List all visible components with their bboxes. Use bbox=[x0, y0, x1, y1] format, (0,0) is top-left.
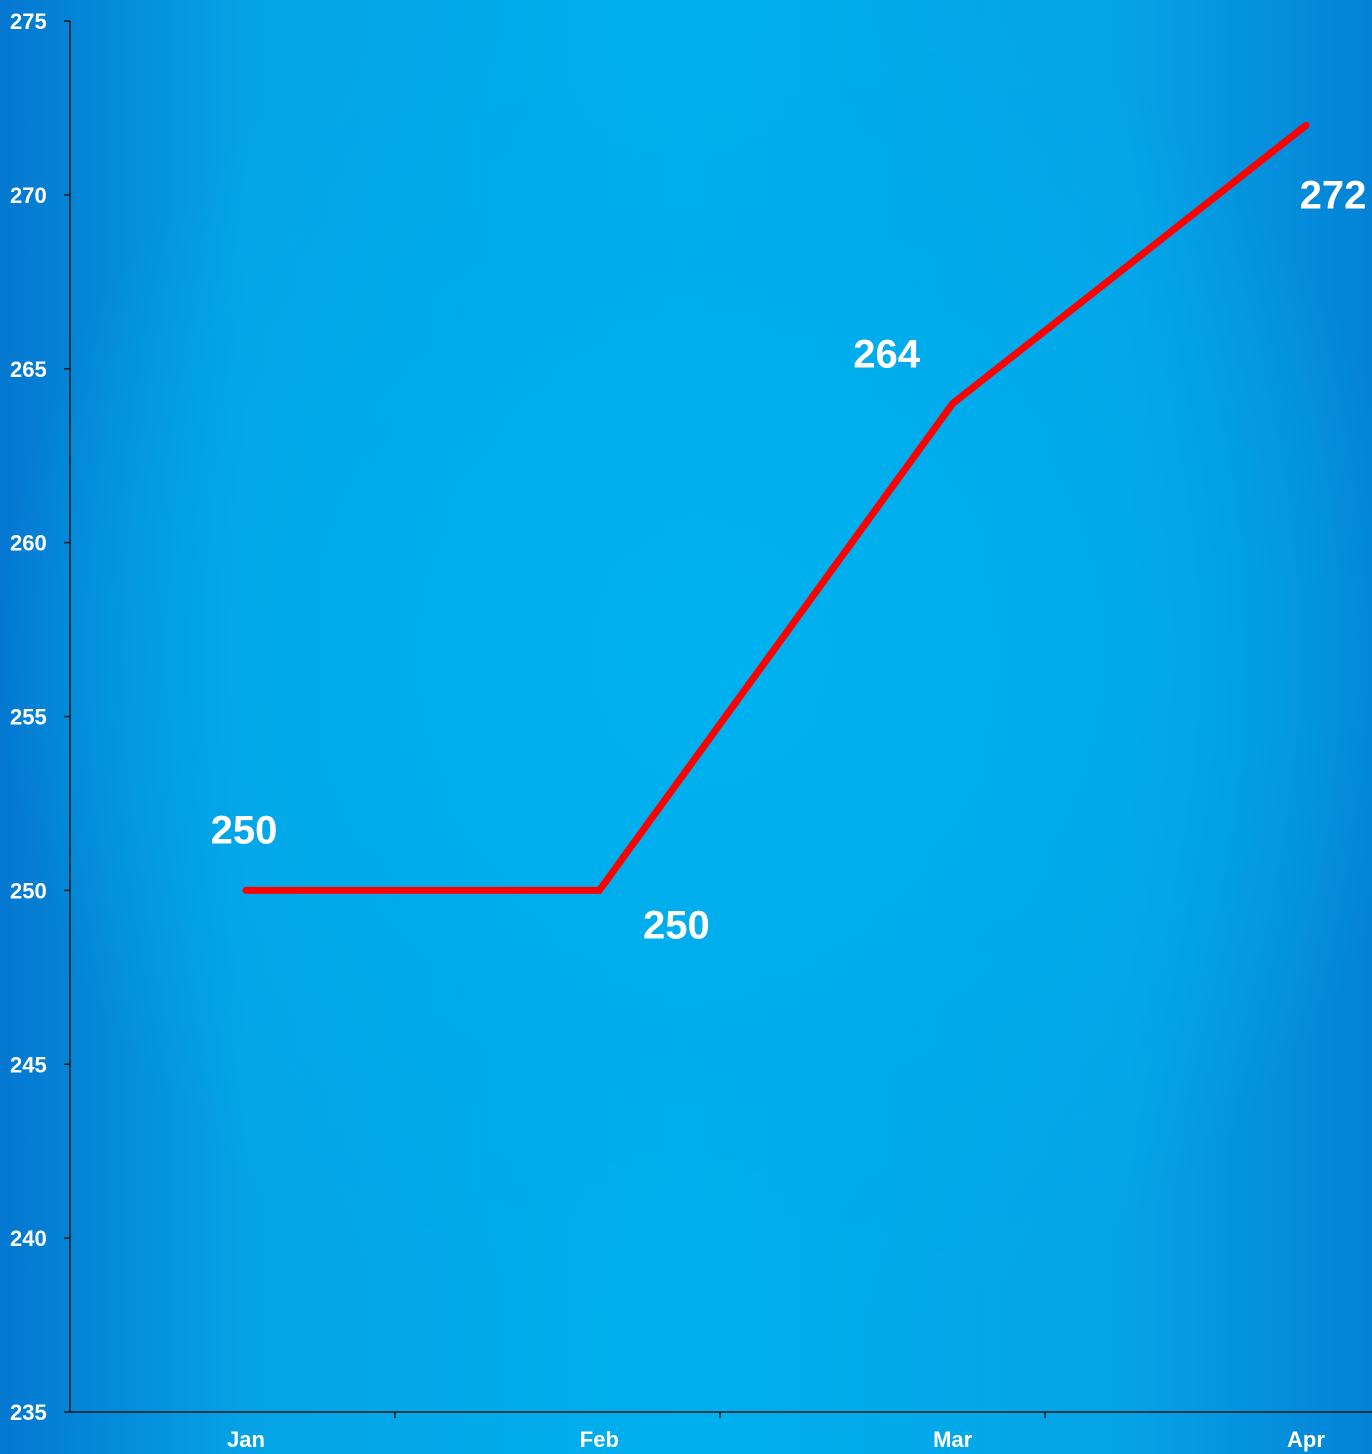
x-axis-ticks: Jan Feb Mar Apr bbox=[227, 1412, 1325, 1452]
y-tick-label: 235 bbox=[10, 1400, 47, 1425]
y-tick-label: 270 bbox=[10, 183, 47, 208]
data-labels: 250 250 264 272 bbox=[211, 173, 1367, 947]
data-label: 272 bbox=[1300, 173, 1367, 217]
y-tick-label: 255 bbox=[10, 705, 47, 730]
x-tick-label: Apr bbox=[1287, 1427, 1325, 1452]
data-label: 264 bbox=[853, 333, 920, 377]
series-group bbox=[242, 121, 1310, 894]
series-line bbox=[242, 121, 1310, 894]
y-tick-label: 250 bbox=[10, 878, 47, 903]
y-tick-label: 240 bbox=[10, 1226, 47, 1251]
data-label: 250 bbox=[211, 808, 278, 852]
y-tick-label: 275 bbox=[10, 9, 47, 34]
y-axis-ticks: 235 240 245 250 255 260 265 270 275 bbox=[10, 9, 70, 1425]
data-label: 250 bbox=[643, 903, 710, 947]
y-tick-label: 260 bbox=[10, 531, 47, 556]
y-tick-label: 265 bbox=[10, 357, 47, 382]
y-tick-label: 245 bbox=[10, 1052, 47, 1077]
x-tick-label: Mar bbox=[933, 1427, 973, 1452]
x-tick-label: Jan bbox=[227, 1427, 265, 1452]
x-tick-label: Feb bbox=[580, 1427, 619, 1452]
